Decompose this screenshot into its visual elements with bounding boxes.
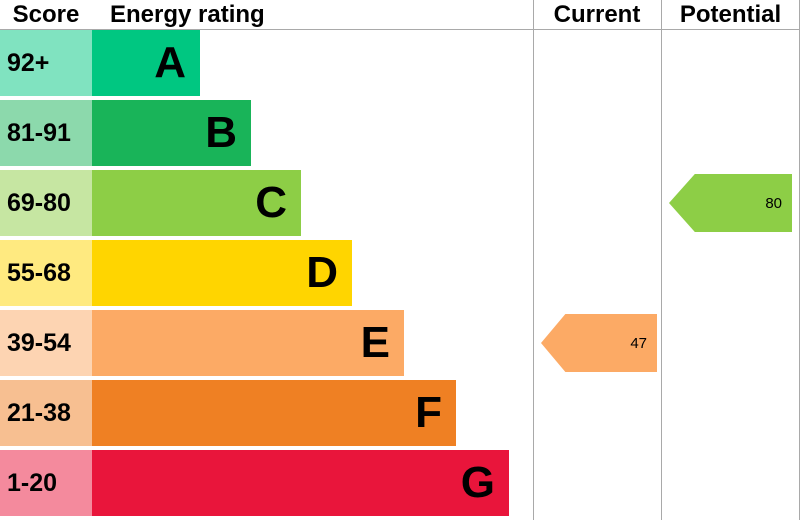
score-range: 69-80: [0, 170, 92, 236]
current-rating-value: 47: [630, 334, 647, 352]
energy-rating-column-header: Energy rating: [110, 1, 265, 28]
potential-rating-arrow: 80: [669, 174, 792, 232]
band-bar: G: [92, 450, 509, 516]
band-rows: 92+ A 81-91 B 69-80 C 55-68 D 39-54 E 21-38 F 1-20 G: [0, 30, 800, 520]
band-row: 39-54 E: [0, 310, 800, 380]
score-range: 1-20: [0, 450, 92, 516]
band-row: 55-68 D: [0, 240, 800, 310]
score-range: 39-54: [0, 310, 92, 376]
band-bar: D: [92, 240, 352, 306]
band-letter: G: [460, 458, 495, 507]
band-row: 81-91 B: [0, 100, 800, 170]
band-bar: A: [92, 30, 200, 96]
band-row: 69-80 C: [0, 170, 800, 240]
potential-column-header: Potential: [679, 1, 782, 28]
score-column-header: Score: [12, 1, 80, 28]
band-bar: C: [92, 170, 301, 236]
score-range: 81-91: [0, 100, 92, 166]
band-row: 1-20 G: [0, 450, 800, 520]
band-bar: B: [92, 100, 251, 166]
band-letter: E: [360, 318, 390, 367]
score-range: 55-68: [0, 240, 92, 306]
band-letter: D: [306, 248, 338, 297]
potential-column-left-divider: [661, 0, 662, 520]
band-letter: B: [205, 108, 237, 157]
band-bar: E: [92, 310, 404, 376]
potential-rating-value: 80: [765, 194, 782, 212]
band-row: 92+ A: [0, 30, 800, 100]
band-bar: F: [92, 380, 456, 446]
current-rating-arrow: 47: [541, 314, 657, 372]
band-letter: F: [415, 388, 442, 437]
current-column-header: Current: [553, 1, 641, 28]
band-row: 21-38 F: [0, 380, 800, 450]
band-letter: A: [154, 38, 186, 87]
score-range: 21-38: [0, 380, 92, 446]
score-range: 92+: [0, 30, 92, 96]
band-letter: C: [255, 178, 287, 227]
current-column-left-divider: [533, 0, 534, 520]
chart-header: Score Energy rating Current Potential: [0, 0, 800, 30]
